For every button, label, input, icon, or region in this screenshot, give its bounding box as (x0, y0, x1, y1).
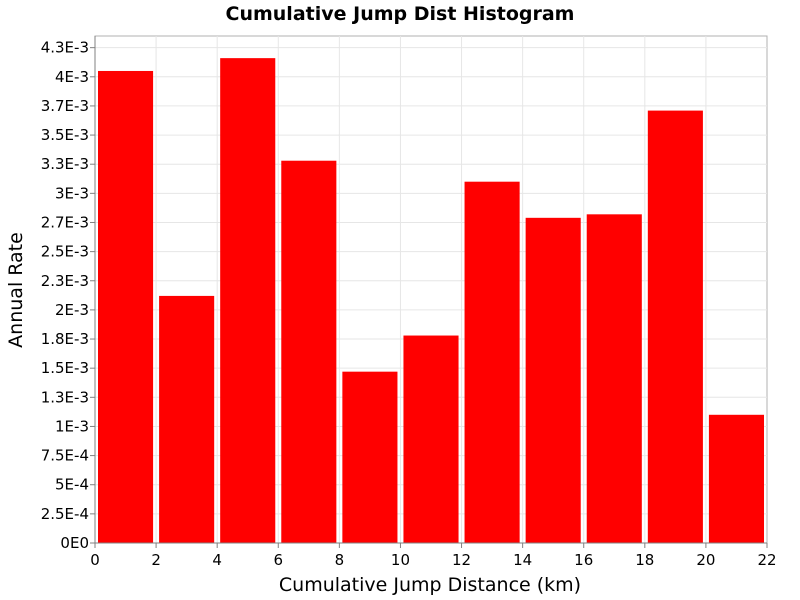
y-tick-label: 5E-4 (55, 476, 89, 494)
x-tick-label: 20 (696, 551, 715, 569)
y-tick-label: 1.5E-3 (41, 359, 89, 377)
x-tick-label: 4 (212, 551, 222, 569)
histogram-bar (708, 414, 764, 543)
histogram-bar (342, 371, 398, 543)
x-tick-label: 12 (452, 551, 471, 569)
y-axis-label: Annual Rate (5, 232, 27, 348)
x-tick-label: 14 (513, 551, 532, 569)
bars-layer (98, 58, 764, 544)
y-tick-label: 4.3E-3 (41, 39, 89, 57)
histogram-bar (159, 295, 215, 543)
y-tick-label: 0E0 (60, 534, 89, 552)
x-tick-label: 8 (335, 551, 345, 569)
x-axis-label: Cumulative Jump Distance (km) (279, 574, 581, 596)
x-axis: 0 2 4 6 8 10 12 14 16 18 20 22 (90, 542, 777, 569)
histogram-bar (525, 217, 581, 544)
y-tick-label: 2.5E-3 (41, 243, 89, 261)
y-tick-label: 1.8E-3 (41, 330, 89, 348)
x-tick-label: 22 (757, 551, 776, 569)
chart-title: Cumulative Jump Dist Histogram (226, 3, 575, 25)
y-tick-label: 3.5E-3 (41, 126, 89, 144)
histogram-bar (98, 70, 154, 543)
y-tick-label: 2.7E-3 (41, 213, 89, 231)
y-tick-label: 7.5E-4 (41, 447, 89, 465)
histogram-bar (464, 181, 520, 544)
y-tick-label: 4E-3 (55, 68, 89, 86)
y-tick-label: 1E-3 (55, 417, 89, 435)
y-tick-label: 3.7E-3 (41, 97, 89, 115)
x-tick-label: 2 (151, 551, 161, 569)
y-axis: 0E0 2.5E-4 5E-4 7.5E-4 1E-3 1.3E-3 1.5E-3 1.8E-… (41, 36, 96, 552)
y-tick-label: 1.3E-3 (41, 388, 89, 406)
x-tick-label: 18 (635, 551, 654, 569)
histogram-bar (647, 110, 703, 543)
y-tick-label: 2.5E-4 (41, 505, 89, 523)
histogram-bar (220, 58, 276, 543)
y-tick-label: 2.3E-3 (41, 272, 89, 290)
x-tick-label: 0 (90, 551, 100, 569)
histogram-bar (403, 335, 459, 543)
x-tick-label: 6 (273, 551, 283, 569)
y-tick-label: 3E-3 (55, 184, 89, 202)
histogram-bar (281, 160, 337, 544)
histogram-bar (586, 214, 642, 543)
y-tick-label: 3.3E-3 (41, 155, 89, 173)
x-tick-label: 16 (574, 551, 593, 569)
y-tick-label: 2E-3 (55, 301, 89, 319)
x-tick-label: 10 (391, 551, 410, 569)
